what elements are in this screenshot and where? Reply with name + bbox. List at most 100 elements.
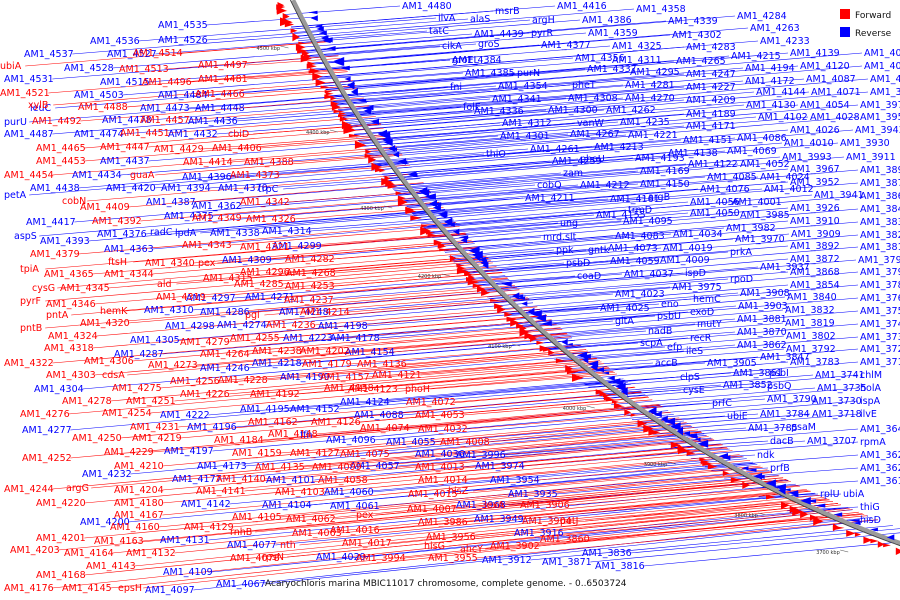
gene-label: AM1_4344 [104, 269, 154, 280]
leader-line [502, 292, 739, 313]
gene-label: mutY [697, 319, 722, 330]
reverse-gene-feature [516, 296, 525, 300]
forward-gene-feature [615, 404, 625, 408]
gene-label: AM1_4129 [184, 522, 234, 533]
gene-label: AM1_4126 [311, 417, 361, 428]
leader-line [388, 381, 628, 403]
gene-label: AM1_4303 [46, 370, 96, 381]
leader-line [128, 182, 424, 208]
reverse-gene-feature [310, 15, 318, 22]
gene-label: AM1_3766 [860, 293, 900, 304]
leader-line [557, 336, 859, 363]
forward-gene-feature [670, 442, 681, 449]
scale-tick-label: 4200 kbp [418, 274, 442, 280]
gene-label: AM1_4255 [230, 333, 280, 344]
leader-line [488, 425, 691, 443]
gene-label: AM1_4232 [82, 469, 132, 480]
leader-line [374, 414, 674, 441]
gene-label: AM1_4016 [330, 525, 380, 536]
gene-label: AM1_3819 [785, 318, 835, 329]
leader-line [334, 260, 491, 274]
leader-line [110, 358, 598, 402]
gene-label: chlM [860, 370, 882, 381]
gene-label: purN [517, 68, 540, 79]
leader-line [258, 217, 453, 234]
leader-line [303, 20, 667, 51]
gene-label: clpS [680, 372, 700, 383]
reverse-gene-feature [534, 314, 547, 322]
reverse-gene-feature [501, 281, 512, 287]
gene-label: AM1_4326 [246, 214, 296, 225]
leader-line [333, 73, 685, 103]
leader-line [264, 293, 524, 316]
gene-label: AM1_4211 [525, 193, 575, 204]
gene-label: AM1_3935 [508, 489, 558, 500]
gene-label: AM1_4309 [222, 255, 272, 266]
gene-label: recR [690, 333, 712, 344]
gene-label: AM1_4487 [4, 129, 54, 140]
gene-label: AM1_3836 [582, 548, 632, 559]
gene-label: AM1_4009 [660, 255, 710, 266]
gene-label: AM1_4535 [158, 20, 208, 31]
leader-line [310, 27, 749, 65]
forward-gene-feature [686, 450, 696, 456]
leader-line [299, 19, 581, 43]
gene-label: AM1_4228 [218, 375, 268, 386]
gene-label: AM1_3892 [790, 241, 840, 252]
backbone-arc-inner [289, 0, 900, 547]
gene-label: tatC [429, 26, 449, 37]
leader-line [463, 245, 789, 274]
leader-line [68, 366, 608, 415]
gene-label: nadB [648, 326, 672, 337]
gene-label: AM1_3861 [733, 368, 783, 379]
reverse-gene-feature [452, 228, 460, 235]
gene-label: psbU [657, 311, 681, 322]
reverse-gene-feature [383, 138, 393, 147]
leader-line [340, 489, 807, 534]
gene-label: AM1_3955 [428, 553, 478, 564]
forward-gene-feature [330, 96, 337, 101]
gene-label: AM1_3995 [870, 87, 900, 98]
leader-line [152, 223, 458, 250]
gene-label: AM1_3617 [860, 476, 900, 487]
gene-label: AM1_3937 [760, 262, 810, 273]
gene-label: AM1_4256 [170, 376, 220, 387]
reverse-gene-feature [392, 151, 400, 158]
reverse-gene-feature [389, 147, 397, 152]
leader-line [407, 169, 859, 209]
gene-label: tpiA [20, 264, 39, 275]
forward-gene-feature [883, 543, 891, 548]
leader-line [154, 166, 412, 189]
reverse-gene-feature [308, 10, 318, 15]
gene-label: purU [4, 117, 27, 128]
leader-line [397, 184, 536, 196]
gene-label: psbQ [767, 381, 792, 392]
forward-gene-feature [421, 224, 430, 228]
gene-label: AM1_4420 [106, 183, 156, 194]
leader-line [125, 278, 509, 312]
reverse-gene-feature [745, 468, 757, 472]
scale-tick [667, 461, 676, 465]
gene-label: AM1_3783 [790, 357, 840, 368]
gene-label: AM1_3881 [737, 314, 787, 325]
gene-label: AM1_4127 [290, 448, 340, 459]
gene-label: AM1_4306 [84, 356, 134, 367]
leader-line [310, 44, 540, 64]
gene-label: AM1_3985 [740, 210, 790, 221]
leader-line [428, 222, 559, 234]
gene-label: AM1_3793 [860, 267, 900, 278]
gene-label: AM1_3872 [790, 254, 840, 265]
leader-line [635, 415, 726, 423]
leader-line [128, 289, 520, 324]
gene-label: AM1_4286 [200, 307, 250, 318]
gene-label: AM1_3802 [786, 331, 836, 342]
gene-label: AM1_4052 [740, 159, 790, 170]
gene-label: AM1_4050 [690, 208, 740, 219]
gene-label: AM1_4454 [4, 170, 54, 181]
leader-line [294, 207, 444, 220]
gene-label: AM1_4223 [283, 333, 333, 344]
leader-line [84, 499, 829, 576]
gene-label: AM1_4054 [800, 100, 850, 111]
leader-line [145, 209, 446, 235]
gene-label: lpdA [175, 228, 197, 239]
